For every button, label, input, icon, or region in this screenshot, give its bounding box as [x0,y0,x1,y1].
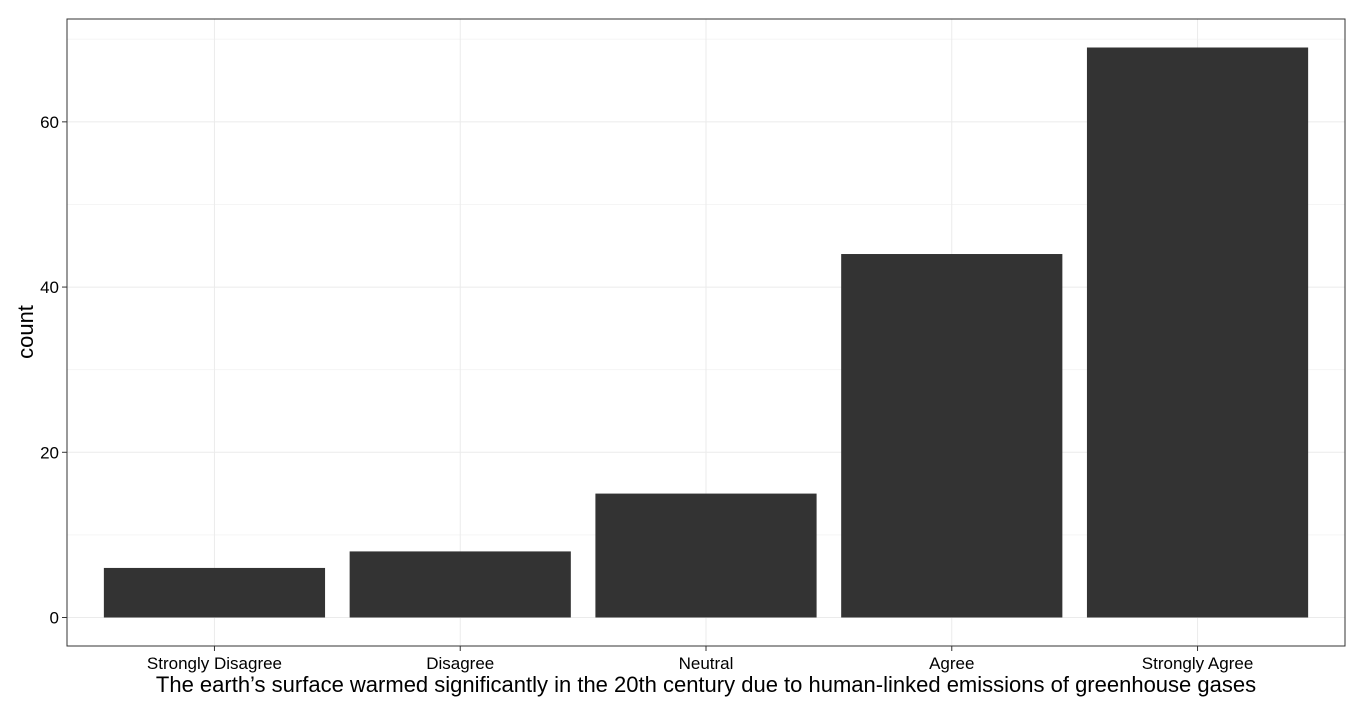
x-tick-label: Strongly Disagree [147,654,282,673]
x-tick-label: Neutral [679,654,734,673]
y-tick-label: 20 [40,443,59,462]
bar-neutral [595,493,817,618]
bar-strongly-disagree [103,567,326,618]
bar-disagree [349,551,571,618]
y-tick-label: 60 [40,113,59,132]
y-tick-label: 0 [50,609,59,628]
x-tick-label: Agree [929,654,974,673]
bars [103,47,1309,618]
bar-agree [841,254,1063,618]
x-tick-label: Strongly Agree [1142,654,1254,673]
x-axis-ticks: Strongly Disagree Disagree Neutral Agree Str… [147,646,1253,673]
x-tick-label: Disagree [426,654,494,673]
y-tick-label: 40 [40,278,59,297]
y-axis-ticks: 0 20 40 60 [40,113,67,628]
bar-strongly-agree [1086,47,1309,618]
y-axis-title: count [13,305,38,359]
x-axis-title: The earth’s surface warmed significantly… [156,672,1256,697]
